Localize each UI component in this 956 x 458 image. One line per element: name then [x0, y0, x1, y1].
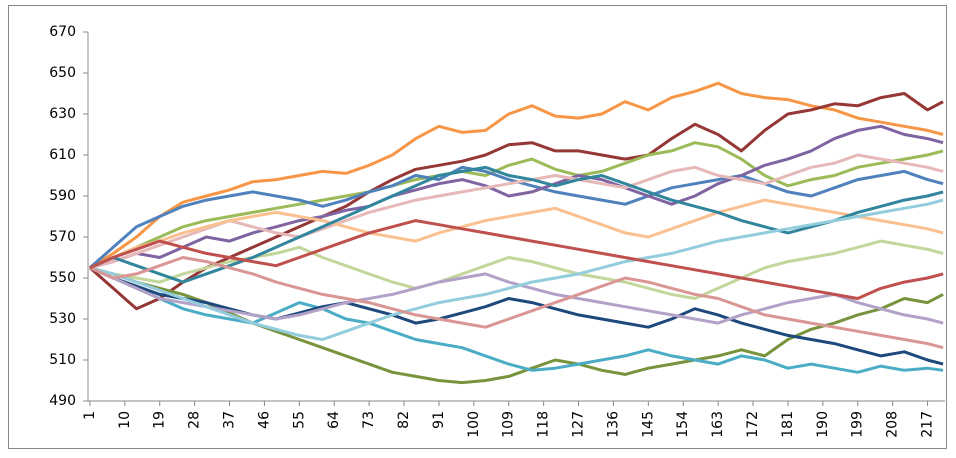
- x-tick-label: 1: [82, 411, 98, 420]
- x-tick-label: 199: [850, 411, 866, 438]
- x-tick-label: 37: [222, 411, 238, 429]
- series-line: [89, 124, 944, 270]
- y-tick-label: 630: [49, 106, 76, 122]
- x-tick-label: 118: [536, 411, 552, 438]
- series-line: [89, 239, 944, 300]
- y-tick-label: 510: [49, 352, 76, 368]
- x-tick-label: 91: [431, 411, 447, 429]
- y-tick-label: 530: [49, 311, 76, 327]
- series-line: [89, 256, 944, 350]
- x-tick-label: 136: [605, 411, 621, 438]
- x-tick-label: 28: [187, 411, 203, 429]
- series-line: [89, 266, 944, 385]
- x-tick-label: 100: [466, 411, 482, 438]
- series-line: [89, 165, 944, 284]
- x-tick-label: 64: [326, 411, 342, 429]
- x-tick-label: 181: [780, 411, 796, 438]
- series-line: [89, 219, 944, 300]
- series-line: [89, 198, 944, 341]
- x-tick-label: 109: [501, 411, 517, 438]
- x-tick-label: 55: [291, 411, 307, 429]
- y-tick-label: 590: [49, 188, 76, 204]
- y-tick-label: 610: [49, 147, 76, 163]
- y-tick-label: 650: [49, 65, 76, 81]
- x-tick-label: 145: [640, 411, 656, 438]
- x-tick-label: 208: [885, 411, 901, 438]
- series-line: [89, 266, 944, 366]
- series-line: [89, 141, 944, 270]
- x-tick-label: 154: [675, 411, 691, 438]
- series-line: [89, 266, 944, 374]
- x-tick-label: 190: [815, 411, 831, 438]
- series-line: [88, 92, 944, 311]
- x-tick-label: 46: [256, 411, 272, 429]
- x-tick-label: 10: [117, 411, 133, 429]
- series-line: [89, 198, 944, 270]
- x-tick-label: 73: [361, 411, 377, 429]
- y-tick-label: 570: [49, 229, 76, 245]
- x-tick-label: 19: [152, 411, 168, 429]
- y-tick-label: 490: [49, 393, 76, 409]
- x-tick-label: 163: [710, 411, 726, 438]
- series-line: [89, 81, 944, 270]
- x-tick-label: 82: [396, 411, 412, 429]
- y-tick-label: 670: [49, 24, 76, 40]
- y-tick-label: 550: [49, 270, 76, 286]
- series-line: [89, 153, 944, 270]
- x-tick-label: 172: [745, 411, 761, 438]
- x-tick-label: 217: [920, 411, 936, 438]
- x-tick-label: 127: [571, 411, 587, 438]
